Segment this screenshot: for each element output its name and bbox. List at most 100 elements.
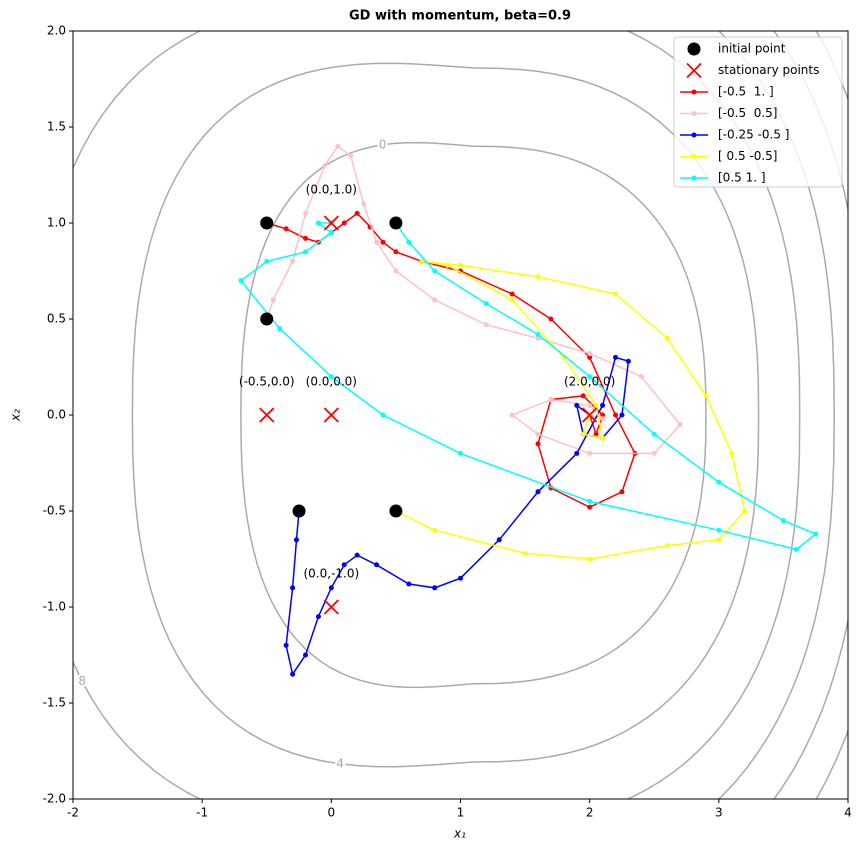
trajectory-point [303, 652, 308, 658]
initial-point [260, 216, 274, 230]
stationary-point [323, 215, 339, 231]
trajectory-point [290, 671, 296, 677]
trajectory-point [458, 450, 463, 456]
legend-label: [-0.5 1. ] [718, 85, 774, 99]
trajectory-point [638, 374, 644, 380]
trajectory-point [664, 543, 670, 549]
trajectory-point [283, 226, 289, 232]
plot-layer [238, 143, 819, 677]
trajectory-point [290, 585, 296, 591]
trajectory-point [354, 552, 360, 558]
trajectory-point [315, 220, 321, 226]
stationary-point [582, 407, 598, 423]
trajectory-point [445, 262, 451, 268]
trajectory-point [374, 239, 380, 245]
trajectory-point [548, 397, 554, 403]
x-tick-label: -1 [196, 806, 208, 820]
trajectory-point [341, 562, 347, 568]
x-tick-label: 2 [586, 806, 594, 820]
trajectory-point [600, 416, 606, 422]
trajectory-point [322, 162, 328, 168]
chart-title: GD with momentum, beta=0.9 [349, 9, 571, 24]
trajectory-point [509, 412, 515, 418]
trajectory-point [780, 518, 786, 524]
contour-label: 0 [379, 137, 387, 151]
trajectory-point [593, 402, 599, 408]
trajectory-point [716, 479, 722, 485]
trajectory-point [813, 531, 819, 537]
trajectory-point [348, 153, 354, 159]
x-tick-label: 3 [715, 806, 723, 820]
trajectory-point [303, 249, 308, 255]
trajectory-point [587, 504, 593, 510]
trajectory-point [354, 210, 360, 216]
legend-label: stationary points [718, 63, 819, 77]
trajectory-point [303, 235, 308, 241]
contour-label: 8 [78, 674, 86, 688]
trajectory-point [335, 143, 341, 149]
trajectory-line [266, 145, 682, 455]
trajectory-point [380, 412, 386, 418]
trajectory-point [742, 508, 748, 514]
trajectory-point [283, 642, 289, 648]
trajectory-point [293, 537, 299, 543]
x-tick-label: 4 [844, 806, 852, 820]
trajectory-point [341, 220, 347, 226]
trajectory-point [535, 335, 541, 341]
stationary-label: (-0.5,0.0) [239, 375, 295, 389]
trajectory-point [613, 291, 618, 297]
trajectory-point [587, 556, 593, 562]
legend-marker [691, 154, 697, 159]
trajectory-point [406, 239, 412, 245]
trajectory-point [535, 441, 541, 447]
y-tick-label: -0.5 [43, 504, 66, 518]
trajectory-point [432, 585, 438, 591]
trajectory-point [303, 210, 308, 216]
trajectory-point [619, 489, 625, 495]
contour-label: 4 [336, 756, 344, 770]
trajectory-point [593, 431, 599, 437]
trajectory-point [432, 527, 438, 533]
trajectory-point [716, 527, 722, 533]
trajectory-point [587, 351, 593, 357]
trajectory-point [361, 201, 367, 207]
contour-line [240, 141, 707, 689]
initial-point [292, 504, 306, 518]
y-tick-label: -1.0 [43, 600, 66, 614]
trajectory-point [793, 546, 799, 552]
stationary-point [323, 407, 339, 423]
legend-label: [ 0.5 -0.5] [718, 149, 778, 163]
trajectory-point [729, 450, 735, 456]
trajectory-point [587, 450, 593, 456]
trajectory-point [522, 550, 528, 556]
trajectory-point [535, 431, 541, 437]
trajectory-point [587, 374, 593, 380]
trajectory-point [432, 268, 438, 274]
trajectory-point [625, 358, 631, 364]
trajectory-point [535, 489, 541, 495]
trajectory-point [393, 268, 399, 274]
trajectory-point [580, 431, 586, 437]
y-axis-label: x₂ [9, 409, 23, 422]
legend-label: [0.5 1. ] [718, 171, 766, 185]
contour-line [131, 62, 760, 768]
trajectory-point [600, 412, 606, 418]
trajectory-point [419, 258, 425, 264]
trajectory-point [509, 297, 515, 303]
trajectory-point [264, 258, 270, 264]
trajectory-point [496, 537, 502, 543]
trajectory-point [406, 581, 412, 587]
trajectory-point [458, 575, 463, 581]
trajectory-point [393, 249, 399, 255]
trajectory-point [328, 374, 334, 380]
legend-marker [691, 111, 697, 116]
stationary-label: (2.0,0.0) [564, 375, 615, 389]
trajectory-point [509, 291, 515, 297]
trajectory-point [315, 614, 321, 620]
trajectory-point [587, 402, 593, 408]
trajectory-point [651, 431, 657, 437]
trajectory-point [238, 278, 244, 284]
trajectory-point [651, 450, 657, 456]
